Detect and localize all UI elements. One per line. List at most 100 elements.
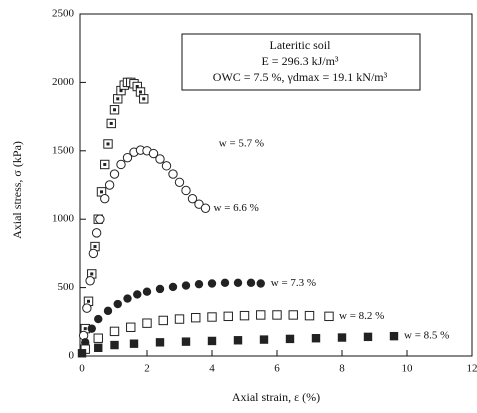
x-tick-label: 4: [209, 363, 215, 375]
point-dot: [113, 108, 116, 112]
y-axis-label: Axial stress, σ (kPa): [10, 141, 24, 239]
point: [200, 203, 211, 213]
point-dot: [109, 121, 113, 125]
point-dot: [93, 245, 97, 249]
point: [109, 169, 120, 179]
x-tick-label: 2: [144, 363, 150, 375]
point: [272, 310, 282, 320]
plot-frame: [79, 13, 473, 357]
point: [133, 290, 142, 299]
point: [142, 318, 152, 328]
point: [158, 315, 168, 326]
point: [103, 306, 113, 316]
point: [389, 331, 399, 341]
point: [168, 282, 178, 292]
series-label: w = 5.7 %: [219, 137, 264, 149]
point: [220, 278, 230, 288]
point: [88, 248, 99, 259]
y-tick-label: 2500: [52, 8, 75, 20]
point: [129, 339, 139, 348]
point: [256, 279, 265, 288]
point: [194, 279, 204, 289]
point: [155, 284, 165, 294]
annotation: Lateritic soil: [270, 38, 332, 52]
point: [194, 199, 204, 209]
point: [246, 278, 256, 288]
x-tick-label: 8: [339, 363, 345, 375]
point: [181, 185, 191, 196]
series-label: w = 6.6 %: [214, 202, 259, 214]
point: [113, 299, 122, 309]
series-label: w = 7.3 %: [271, 277, 316, 289]
point: [259, 335, 269, 344]
point: [304, 310, 315, 321]
x-axis-label: Axial strain, ε (%): [232, 390, 320, 404]
point-dot: [135, 85, 139, 89]
point: [233, 336, 243, 345]
point-dot: [142, 97, 146, 101]
point-dot: [83, 327, 87, 331]
x-tick-label: 10: [402, 363, 414, 375]
point: [207, 336, 217, 346]
point: [311, 334, 321, 343]
point: [110, 340, 119, 350]
point-dot: [90, 272, 94, 276]
point-dot: [87, 299, 90, 303]
x-tick-label: 0: [79, 363, 85, 375]
point: [256, 310, 266, 320]
point: [191, 312, 201, 323]
x-tick-label: 6: [274, 363, 280, 375]
point: [233, 278, 243, 288]
point: [155, 338, 165, 347]
point: [363, 332, 373, 342]
point-dot: [139, 90, 142, 94]
point: [85, 276, 95, 286]
point: [94, 314, 103, 324]
point: [81, 338, 90, 347]
point: [82, 303, 92, 313]
point: [239, 310, 250, 321]
y-tick-label: 1500: [52, 144, 75, 156]
y-tick-label: 1000: [52, 213, 75, 225]
point: [123, 294, 132, 303]
point: [91, 228, 102, 238]
y-tick-label: 500: [58, 281, 75, 293]
point: [285, 334, 295, 344]
point: [155, 154, 165, 164]
point: [324, 311, 334, 322]
point: [337, 333, 347, 342]
point: [174, 177, 185, 187]
y-tick-label: 0: [69, 350, 75, 362]
point: [142, 287, 152, 296]
point: [174, 314, 185, 324]
annotation: E = 296.3 kJ/m³: [261, 54, 338, 68]
point-dot: [119, 89, 123, 93]
series-label: w = 8.2 %: [339, 310, 384, 322]
point: [109, 326, 120, 337]
point-dot: [106, 142, 110, 146]
point: [126, 322, 136, 332]
point-dot: [103, 162, 107, 166]
point: [116, 159, 126, 170]
point: [87, 324, 96, 333]
annotation: OWC = 7.5 %, γdmax = 19.1 kN/m³: [213, 70, 388, 84]
point-dot: [116, 97, 120, 101]
point: [95, 214, 105, 224]
point: [100, 193, 110, 204]
annotation-box: [181, 33, 421, 91]
point: [181, 337, 191, 346]
point: [187, 193, 198, 204]
point: [122, 152, 133, 163]
point: [148, 148, 159, 159]
point: [104, 180, 115, 190]
point: [93, 333, 103, 343]
point: [207, 312, 217, 322]
point: [161, 161, 172, 171]
series-label: w = 8.5 %: [404, 330, 449, 342]
point: [168, 169, 178, 179]
point: [77, 349, 87, 358]
point-dot: [100, 190, 103, 194]
x-tick-label: 12: [467, 363, 477, 375]
point: [288, 310, 298, 320]
